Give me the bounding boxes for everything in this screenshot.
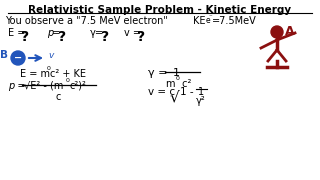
Text: γ²: γ² [196, 96, 206, 106]
Text: γ=: γ= [90, 28, 104, 38]
Text: 0: 0 [176, 76, 180, 81]
Text: 0: 0 [47, 66, 51, 71]
Text: e: e [206, 16, 211, 25]
Text: p =: p = [8, 81, 26, 91]
Circle shape [11, 51, 25, 65]
Text: E =: E = [8, 28, 25, 38]
Text: p: p [47, 28, 53, 38]
Text: ?: ? [21, 30, 29, 44]
Text: ?: ? [101, 30, 109, 44]
Text: B: B [0, 50, 8, 60]
Text: KE: KE [193, 16, 205, 26]
Text: You observe a "7.5 MeV electron": You observe a "7.5 MeV electron" [5, 16, 168, 26]
Text: 0: 0 [66, 78, 70, 83]
Text: E = m: E = m [20, 69, 50, 79]
Text: √: √ [170, 89, 180, 104]
Text: v = c: v = c [148, 87, 175, 97]
Text: √E² - (m: √E² - (m [24, 81, 63, 91]
Text: c²)²: c²)² [69, 81, 86, 91]
Text: Relativistic Sample Problem - Kinetic Energy: Relativistic Sample Problem - Kinetic En… [28, 5, 292, 15]
Text: ⁻: ⁻ [209, 14, 213, 20]
Text: γ =: γ = [148, 68, 167, 78]
Text: =7.5MeV: =7.5MeV [212, 16, 257, 26]
Circle shape [271, 26, 283, 38]
Text: ?: ? [137, 30, 145, 44]
Text: c² + KE: c² + KE [50, 69, 86, 79]
Text: m: m [165, 79, 174, 89]
Text: =: = [52, 28, 60, 38]
Text: 1 -: 1 - [180, 87, 194, 97]
Text: A: A [285, 25, 295, 38]
Text: v: v [48, 51, 53, 60]
Text: v =: v = [124, 28, 141, 38]
Text: −: − [14, 53, 22, 63]
Text: ?: ? [58, 30, 66, 44]
Text: 1: 1 [198, 87, 204, 97]
Text: 1: 1 [173, 68, 180, 78]
Text: c²: c² [179, 79, 191, 89]
Text: c: c [56, 92, 61, 102]
